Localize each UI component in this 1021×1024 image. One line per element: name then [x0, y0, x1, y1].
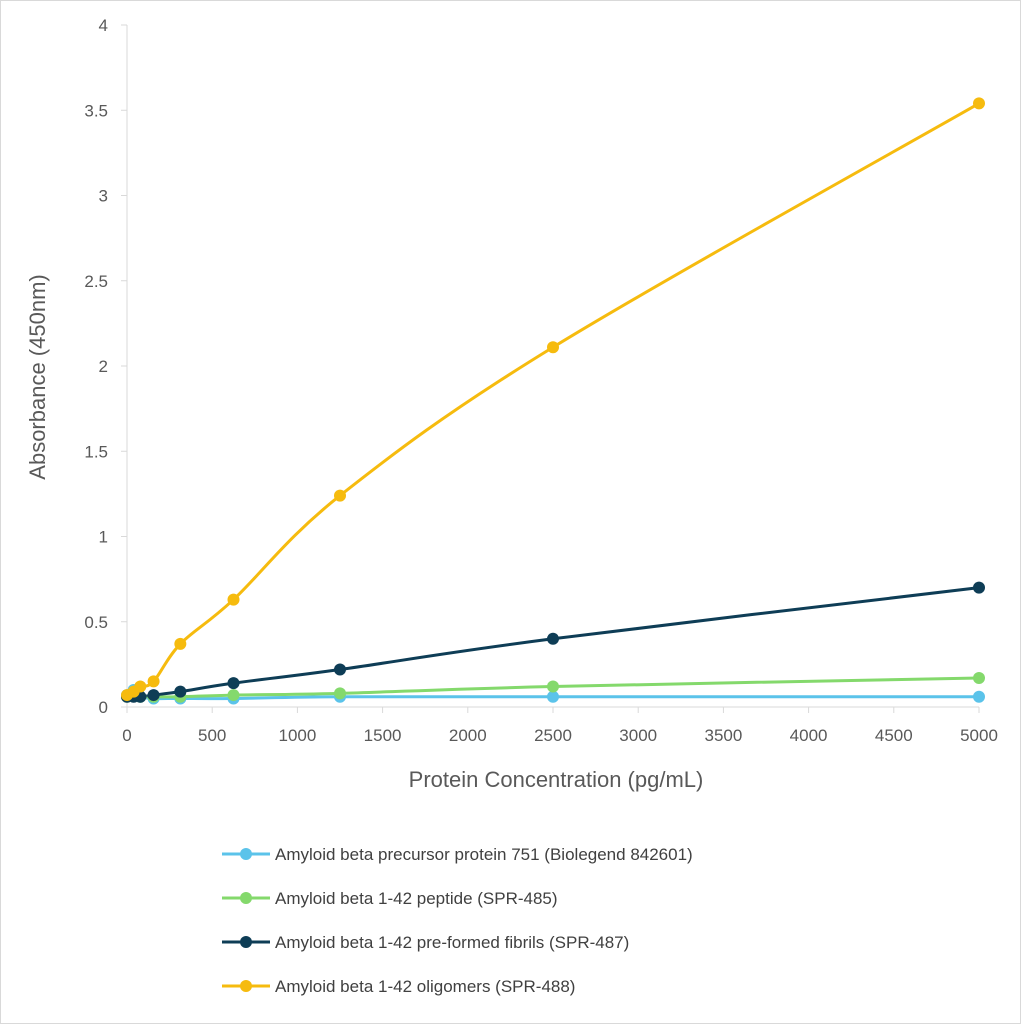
x-tick-label: 4500 — [875, 726, 913, 745]
data-point — [973, 690, 985, 703]
x-tick-label: 2500 — [534, 726, 572, 745]
data-point — [334, 489, 346, 502]
x-axis-title: Protein Concentration (pg/mL) — [409, 767, 704, 792]
x-tick-label: 5000 — [960, 726, 998, 745]
legend-label: Amyloid beta 1-42 pre-formed fibrils (SP… — [275, 933, 629, 952]
x-tick-label: 0 — [122, 726, 131, 745]
y-tick-label: 1 — [99, 528, 108, 547]
data-point — [547, 680, 559, 693]
y-tick-label: 3 — [99, 187, 108, 206]
series-line-4 — [125, 101, 981, 697]
x-tick-label: 4000 — [790, 726, 828, 745]
legend-label: Amyloid beta precursor protein 751 (Biol… — [275, 845, 693, 864]
x-tick-label: 500 — [198, 726, 226, 745]
x-tick-label: 1000 — [278, 726, 316, 745]
x-tick-label: 3000 — [619, 726, 657, 745]
data-point — [227, 677, 240, 690]
legend-marker — [240, 892, 252, 904]
y-tick-label: 2 — [99, 357, 108, 376]
data-point — [547, 341, 559, 354]
x-tick-label: 3500 — [704, 726, 742, 745]
data-point — [174, 637, 187, 650]
data-point — [147, 675, 160, 688]
legend: Amyloid beta precursor protein 751 (Biol… — [222, 845, 693, 996]
legend-label: Amyloid beta 1-42 peptide (SPR-485) — [275, 889, 558, 908]
data-point — [174, 685, 187, 698]
chart-axes — [126, 25, 979, 708]
y-tick-label: 0.5 — [84, 613, 108, 632]
series-points — [121, 97, 985, 705]
legend-marker — [240, 936, 252, 948]
data-point — [973, 672, 985, 685]
data-point — [334, 687, 346, 700]
y-tick-label: 4 — [99, 16, 108, 35]
series-lines — [125, 101, 981, 701]
y-tick-label: 1.5 — [84, 442, 108, 461]
data-point — [973, 581, 985, 594]
x-tick-label: 2000 — [449, 726, 487, 745]
y-tick-label: 3.5 — [84, 101, 108, 120]
y-axis-title: Absorbance (450nm) — [25, 274, 50, 479]
data-point — [147, 689, 160, 702]
legend-label: Amyloid beta 1-42 oligomers (SPR-488) — [275, 977, 575, 996]
x-tick-label: 1500 — [364, 726, 402, 745]
data-point — [134, 680, 147, 693]
legend-marker — [240, 848, 252, 860]
data-point — [227, 689, 240, 702]
y-axis-ticks: 0 0.5 1 1.5 2 2.5 3 3.5 4 — [84, 16, 127, 717]
data-point — [973, 97, 985, 110]
y-tick-label: 2.5 — [84, 272, 108, 291]
x-axis-ticks: 0 500 1000 1500 2000 2500 3000 3500 4000 4500 5000 — [122, 707, 998, 745]
y-tick-label: 0 — [99, 698, 108, 717]
legend-marker — [240, 980, 252, 992]
data-point — [547, 632, 559, 645]
data-point — [547, 690, 559, 703]
data-point — [334, 663, 346, 676]
data-point — [227, 593, 240, 606]
